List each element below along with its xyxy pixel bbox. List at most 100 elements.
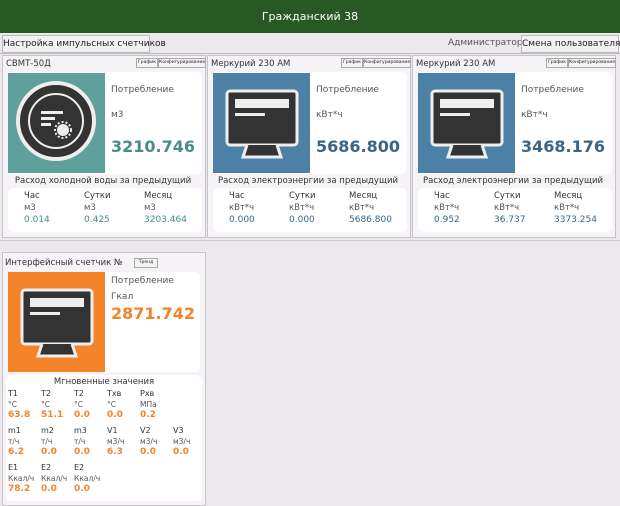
trend-button[interactable]: Тренд bbox=[134, 258, 158, 268]
instant-value: 0.0 bbox=[74, 484, 90, 494]
column-unit: кВт*ч bbox=[554, 203, 580, 213]
instant-label: E2 bbox=[74, 463, 85, 472]
column-value: 0.000 bbox=[229, 215, 255, 225]
icon-graphic bbox=[16, 81, 96, 161]
instant-label: T1 bbox=[8, 389, 18, 398]
meter-name: Меркурий 230 АМ bbox=[416, 59, 496, 69]
meter-name: Интерфейсный счетчик № bbox=[5, 258, 123, 268]
instant-value: 0.0 bbox=[74, 410, 90, 420]
instant-unit: Ккал/ч bbox=[41, 474, 68, 483]
instant-value: 51.1 bbox=[41, 410, 64, 420]
instant-label: E2 bbox=[41, 463, 52, 472]
icon-graphic bbox=[225, 89, 299, 159]
instant-value: 0.0 bbox=[140, 447, 156, 457]
instant-label: m2 bbox=[41, 426, 54, 435]
instant-label: V2 bbox=[140, 426, 151, 435]
instant-value: 0.0 bbox=[74, 447, 90, 457]
instant-value: 0.0 bbox=[41, 447, 57, 457]
instant-unit: °C bbox=[107, 400, 116, 409]
instant-unit: МПа bbox=[140, 400, 157, 409]
meter-icon bbox=[8, 272, 105, 372]
meter-button[interactable]: График bbox=[136, 58, 158, 68]
consumption-label: Потребление bbox=[111, 85, 174, 95]
column-label: Час bbox=[229, 191, 245, 201]
column-value: 0.000 bbox=[289, 215, 315, 225]
instant-label: m3 bbox=[74, 426, 87, 435]
meter-icon bbox=[8, 73, 105, 173]
instant-label: T2 bbox=[74, 389, 84, 398]
switch-user-button[interactable]: Смена пользователя bbox=[521, 35, 620, 53]
column-value: 5686.800 bbox=[349, 215, 392, 225]
instant-unit: °C bbox=[8, 400, 17, 409]
consumption-value: 3468.176 bbox=[521, 137, 606, 156]
column-value: 0.014 bbox=[24, 215, 50, 225]
period-title: Расход холодной воды за предыдущий bbox=[14, 176, 192, 186]
column-value: 0.425 bbox=[84, 215, 110, 225]
period-title: Расход электроэнергии за предыдущий bbox=[422, 176, 604, 186]
instant-unit: °C bbox=[41, 400, 50, 409]
meter-name: Меркурий 230 АМ bbox=[211, 59, 291, 69]
instant-title: Мгновенные значения bbox=[53, 377, 155, 387]
icon-graphic bbox=[430, 89, 504, 159]
instant-label: Txв bbox=[107, 389, 122, 398]
separator bbox=[0, 240, 620, 241]
column-label: Сутки bbox=[494, 191, 521, 201]
instant-label: T2 bbox=[41, 389, 51, 398]
meter-button[interactable]: Конфигурирование bbox=[158, 58, 206, 68]
meter-name: СВМТ-50Д bbox=[6, 59, 51, 69]
column-unit: кВт*ч bbox=[349, 203, 375, 213]
meter-button[interactable]: Конфигурирование bbox=[363, 58, 411, 68]
period-panel bbox=[8, 188, 202, 232]
instant-unit: м3/ч bbox=[173, 437, 191, 446]
instant-unit: Ккал/ч bbox=[8, 474, 35, 483]
column-unit: кВт*ч bbox=[434, 203, 460, 213]
consumption-label: Потребление bbox=[521, 85, 584, 95]
column-unit: м3 bbox=[84, 203, 96, 213]
period-panel bbox=[213, 188, 407, 232]
instant-unit: т/ч bbox=[41, 437, 53, 446]
instant-value: 6.2 bbox=[8, 447, 24, 457]
consumption-value: 2871.742 bbox=[111, 304, 196, 323]
unit: кВт*ч bbox=[521, 110, 548, 120]
consumption-value: 5686.800 bbox=[316, 137, 401, 156]
meter-button[interactable]: Конфигурирование bbox=[568, 58, 616, 68]
column-unit: кВт*ч bbox=[289, 203, 315, 213]
instant-value: 0.0 bbox=[107, 410, 123, 420]
meter-icon bbox=[418, 73, 515, 173]
column-label: Месяц bbox=[144, 191, 173, 201]
instant-label: V3 bbox=[173, 426, 184, 435]
period-panel bbox=[418, 188, 612, 232]
consumption-label: Потребление bbox=[111, 276, 174, 286]
instant-unit: м3/ч bbox=[140, 437, 158, 446]
separator bbox=[0, 53, 620, 54]
instant-value: 6.3 bbox=[107, 447, 123, 457]
period-title: Расход электроэнергии за предыдущий bbox=[217, 176, 399, 186]
column-value: 0.952 bbox=[434, 215, 460, 225]
instant-label: V1 bbox=[107, 426, 118, 435]
meter-button[interactable]: График bbox=[546, 58, 568, 68]
instant-panel bbox=[6, 375, 202, 501]
consumption-value: 3210.746 bbox=[111, 137, 196, 156]
instant-value: 0.0 bbox=[173, 447, 189, 457]
column-label: Сутки bbox=[84, 191, 111, 201]
column-unit: кВт*ч bbox=[229, 203, 255, 213]
instant-value: 0.0 bbox=[41, 484, 57, 494]
column-unit: м3 bbox=[24, 203, 36, 213]
column-value: 36.737 bbox=[494, 215, 526, 225]
column-value: 3373.254 bbox=[554, 215, 597, 225]
column-unit: кВт*ч bbox=[494, 203, 520, 213]
instant-value: 63.8 bbox=[8, 410, 31, 420]
column-label: Месяц bbox=[349, 191, 378, 201]
settings-button[interactable]: Настройка импульсных счетчиков bbox=[2, 35, 166, 53]
unit: Гкал bbox=[111, 292, 134, 302]
column-unit: м3 bbox=[144, 203, 156, 213]
column-label: Час bbox=[434, 191, 450, 201]
instant-value: 0.2 bbox=[140, 410, 156, 420]
column-label: Сутки bbox=[289, 191, 316, 201]
meter-button[interactable]: График bbox=[341, 58, 363, 68]
meter-icon bbox=[213, 73, 310, 173]
icon-graphic bbox=[20, 288, 94, 358]
header: Гражданский 38 bbox=[0, 0, 620, 33]
instant-value: 78.2 bbox=[8, 484, 31, 494]
instant-label: E1 bbox=[8, 463, 19, 472]
